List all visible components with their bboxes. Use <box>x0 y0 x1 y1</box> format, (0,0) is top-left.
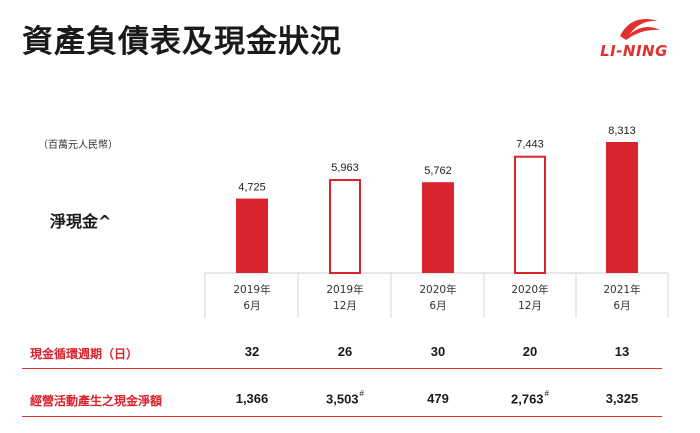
table-cell: 32 <box>244 344 260 359</box>
x-tick-year: 2019年 <box>326 283 363 296</box>
bar-value-label: 8,313 <box>608 125 636 137</box>
table-cell: 2,763# <box>511 389 549 407</box>
table-cell: 26 <box>337 344 353 359</box>
unit-label: （百萬元人民幣） <box>38 140 118 151</box>
footnote-mark: # <box>544 389 549 398</box>
x-tick-month: 12月 <box>518 300 542 312</box>
table-cell: 20 <box>522 344 538 359</box>
table-cell: 3,503# <box>326 389 364 407</box>
table-cell: 13 <box>614 344 630 359</box>
bar <box>422 182 454 273</box>
x-tick-year: 2021年 <box>603 283 640 296</box>
bar-value-label: 5,963 <box>331 162 359 174</box>
li-ning-logo: LI-NING <box>586 12 682 62</box>
x-tick-month: 6月 <box>429 300 446 312</box>
table-row-label: 現金循環週期（日） <box>30 347 139 361</box>
bar <box>329 179 361 275</box>
x-tick-month: 6月 <box>243 300 260 312</box>
table-cell: 1,366 <box>235 391 269 406</box>
series-label: 淨現金^ <box>50 212 112 231</box>
bar-value-label: 4,725 <box>238 182 266 194</box>
x-tick-year: 2019年 <box>233 283 270 296</box>
x-tick-month: 12月 <box>333 300 357 312</box>
logo-mark-icon <box>620 18 660 40</box>
bar-value-label: 7,443 <box>516 139 544 151</box>
table-cell: 3,325 <box>605 391 639 406</box>
row-divider <box>22 416 662 417</box>
x-tick-year: 2020年 <box>511 283 548 296</box>
table-cell: 479 <box>427 391 449 406</box>
x-tick-year: 2020年 <box>419 283 456 296</box>
bar <box>236 198 268 273</box>
logo-text: LI-NING <box>600 42 668 60</box>
bar-value-label: 5,762 <box>424 165 452 177</box>
page-title: 資產負債表及現金狀況 <box>22 24 342 60</box>
net-cash-bar-chart: 4,725 2019年 6月 5,963 2019年 12月 5,762 2020年 6月 7,4… <box>204 125 669 318</box>
bar <box>514 155 546 274</box>
row-divider <box>22 368 662 369</box>
bar <box>606 142 638 273</box>
x-tick-month: 6月 <box>613 300 630 312</box>
footnote-mark: # <box>359 389 364 398</box>
table-cell: 30 <box>430 344 446 359</box>
table-row-label: 經營活動產生之現金淨額 <box>30 394 163 408</box>
